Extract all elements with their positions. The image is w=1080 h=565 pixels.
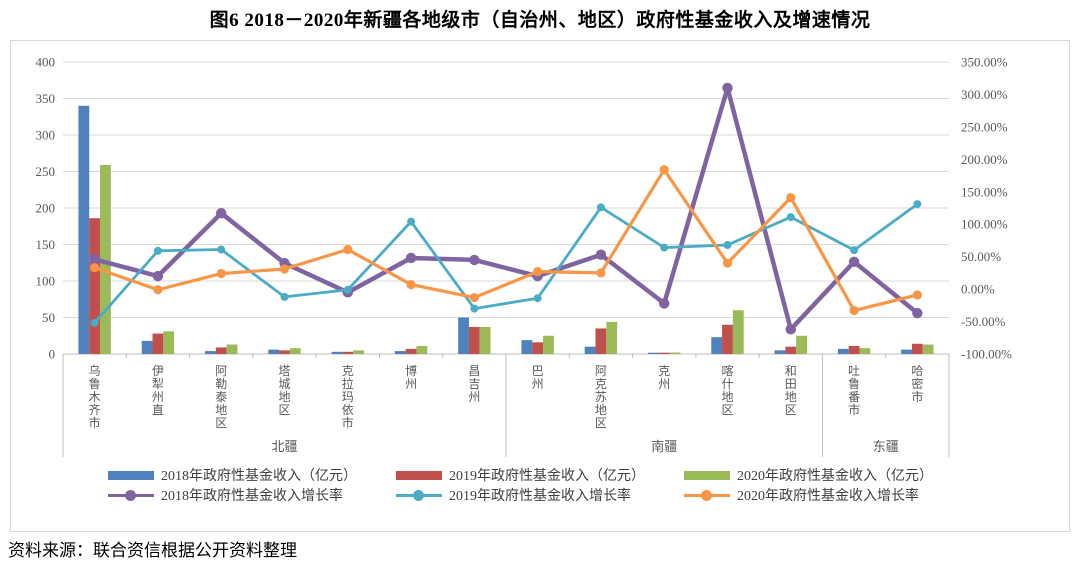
svg-text:400: 400 xyxy=(36,55,56,70)
source-note: 资料来源：联合资信根据公开资料整理 xyxy=(8,541,297,560)
category-label: 吐鲁番市 xyxy=(848,364,860,417)
chart-frame: 0 50 100 150 200 250 300 350 400 350.00% 300.00% 25… xyxy=(10,40,1070,532)
line-2019年政府性基金收入增长率 xyxy=(90,200,922,327)
bars-2018年政府性基金收入（亿元） xyxy=(78,105,912,354)
legend-line-swatch-2018-icon xyxy=(108,489,154,501)
svg-text:150.00%: 150.00% xyxy=(961,184,1008,199)
svg-text:100: 100 xyxy=(36,274,56,289)
svg-text:150: 150 xyxy=(36,237,56,252)
legend-bar-swatch-2018-icon xyxy=(108,470,154,480)
legend-bar-swatch-2019-icon xyxy=(396,470,442,480)
category-label: 喀什地区 xyxy=(721,364,733,417)
bars-2019年政府性基金收入（亿元） xyxy=(89,218,923,354)
legend-label: 2020年政府性基金收入增长率 xyxy=(737,489,919,504)
legend-item-2018-revenue: 2018年政府性基金收入（亿元） xyxy=(108,465,396,485)
legend-row-lines: 2018年政府性基金收入增长率 2019年政府性基金收入增长率 2020年政府性… xyxy=(11,485,1069,505)
legend-item-2019-revenue: 2019年政府性基金收入（亿元） xyxy=(396,465,684,485)
category-label: 博州 xyxy=(405,363,417,391)
legend-item-2019-growth: 2019年政府性基金收入增长率 xyxy=(396,485,684,505)
legend-label: 2018年政府性基金收入增长率 xyxy=(161,489,343,504)
svg-text:50.00%: 50.00% xyxy=(961,249,1001,264)
svg-text:250.00%: 250.00% xyxy=(961,119,1008,134)
svg-text:250: 250 xyxy=(36,164,56,179)
svg-text:北疆: 北疆 xyxy=(271,439,297,454)
category-label: 阿勒泰地区 xyxy=(215,364,227,430)
svg-text:350: 350 xyxy=(36,91,56,106)
category-label: 伊犁州直 xyxy=(152,364,164,417)
legend-line-swatch-2020-icon xyxy=(684,489,730,501)
legend-row-bars: 2018年政府性基金收入（亿元） 2019年政府性基金收入（亿元） 2020年政… xyxy=(11,465,1069,485)
legend-item-2020-growth: 2020年政府性基金收入增长率 xyxy=(684,485,972,505)
legend-label: 2019年政府性基金收入（亿元） xyxy=(449,469,645,484)
svg-text:0: 0 xyxy=(49,347,56,362)
category-label: 巴州 xyxy=(532,364,544,391)
category-label: 克拉玛依市 xyxy=(342,364,354,430)
category-label: 昌吉州 xyxy=(468,364,480,404)
svg-text:50: 50 xyxy=(42,310,55,325)
legend-bar-swatch-2020-icon xyxy=(684,470,730,480)
left-axis-labels: 0 50 100 150 200 250 300 350 400 xyxy=(36,55,56,362)
chart-title: 图6 2018－2020年新疆各地级市（自治州、地区）政府性基金收入及增速情况 xyxy=(209,10,871,31)
svg-text:350.00%: 350.00% xyxy=(961,55,1008,70)
right-axis-labels: 350.00% 300.00% 250.00% 200.00% 150.00% 100.0… xyxy=(961,55,1012,362)
legend-item-2018-growth: 2018年政府性基金收入增长率 xyxy=(108,485,396,505)
svg-text:东疆: 东疆 xyxy=(873,439,899,454)
svg-text:100.00%: 100.00% xyxy=(961,217,1008,232)
svg-text:0.00%: 0.00% xyxy=(961,282,995,297)
legend-label: 2018年政府性基金收入（亿元） xyxy=(161,469,357,484)
line-2020年政府性基金收入增长率 xyxy=(90,165,922,316)
svg-text:南疆: 南疆 xyxy=(651,439,677,454)
category-axis xyxy=(62,354,950,457)
category-label: 克州 xyxy=(658,364,670,391)
legend-line-swatch-2019-icon xyxy=(396,489,442,501)
category-label: 和田地区 xyxy=(785,364,797,417)
svg-text:-50.00%: -50.00% xyxy=(961,314,1006,329)
category-label: 塔城地区 xyxy=(278,364,290,417)
bars-2020年政府性基金收入（亿元） xyxy=(100,164,934,354)
legend-label: 2019年政府性基金收入增长率 xyxy=(449,489,631,504)
legend-label: 2020年政府性基金收入（亿元） xyxy=(737,469,933,484)
svg-text:300: 300 xyxy=(36,128,56,143)
group-labels: 北疆 南疆 东疆 xyxy=(271,439,898,454)
category-label: 乌鲁木齐市 xyxy=(89,363,101,430)
gridlines xyxy=(63,61,949,355)
svg-text:-100.00%: -100.00% xyxy=(961,347,1012,362)
category-labels: 乌鲁木齐市 伊犁州直 阿勒泰地区 塔城地区 克拉玛依市 博州 昌吉州 巴州 阿克苏地区 克州 喀什地… xyxy=(89,363,924,430)
category-label: 哈密市 xyxy=(911,364,923,404)
chart-legend: 2018年政府性基金收入（亿元） 2019年政府性基金收入（亿元） 2020年政… xyxy=(11,465,1069,505)
category-label: 阿克苏地区 xyxy=(595,364,607,430)
svg-text:300.00%: 300.00% xyxy=(961,87,1008,102)
combo-chart: 0 50 100 150 200 250 300 350 400 350.00% 300.00% 25… xyxy=(36,55,1012,457)
svg-text:200: 200 xyxy=(36,201,56,216)
svg-text:200.00%: 200.00% xyxy=(961,152,1008,167)
legend-item-2020-revenue: 2020年政府性基金收入（亿元） xyxy=(684,465,972,485)
